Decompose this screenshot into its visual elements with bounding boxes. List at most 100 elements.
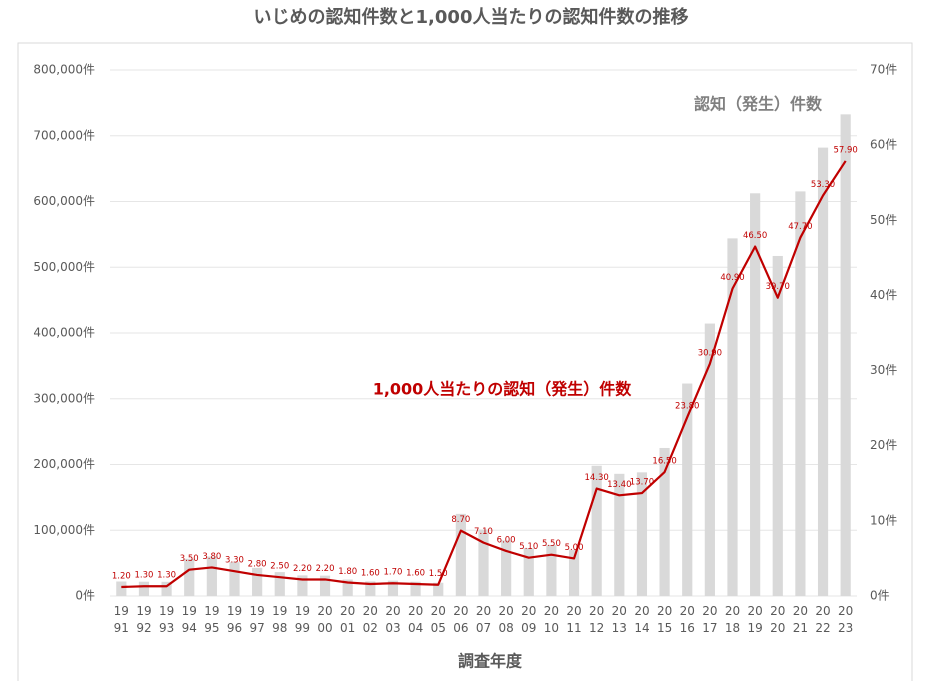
data-label: 3.80 — [202, 552, 221, 562]
data-label: 2.50 — [270, 562, 289, 572]
x-axis-title: 調査年度 — [458, 652, 523, 671]
x-tick-label: 19 96 — [227, 604, 242, 635]
x-tick-label: 20 00 — [317, 604, 332, 635]
x-tick-label: 20 15 — [657, 604, 672, 635]
data-label: 47.70 — [788, 222, 812, 232]
bar — [297, 575, 308, 596]
bar — [546, 544, 557, 596]
x-tick-label: 19 93 — [159, 604, 174, 635]
bar — [478, 529, 489, 596]
y2-tick-label: 10件 — [870, 513, 897, 527]
bar — [523, 548, 534, 596]
x-tick-label: 20 22 — [815, 604, 830, 635]
line-series-label: 1,000人当たりの認知（発生）件数 — [373, 380, 633, 399]
data-label: 1.50 — [429, 569, 448, 579]
y2-tick-label: 20件 — [870, 438, 897, 452]
bar — [501, 540, 512, 596]
x-tick-label: 20 06 — [453, 604, 468, 635]
data-label: 46.50 — [743, 231, 767, 241]
data-label: 6.00 — [497, 535, 516, 545]
x-tick-label: 20 03 — [385, 604, 400, 635]
x-tick-label: 20 23 — [838, 604, 853, 635]
y-tick-label: 300,000件 — [33, 391, 95, 405]
x-tick-label: 20 16 — [680, 604, 695, 635]
data-label: 13.40 — [607, 480, 631, 490]
y-tick-label: 600,000件 — [33, 194, 95, 208]
bar — [659, 447, 670, 596]
bar — [727, 238, 738, 596]
bar — [568, 549, 580, 596]
x-tick-label: 20 10 — [544, 604, 559, 635]
bar — [116, 581, 127, 596]
bar — [229, 562, 240, 596]
y2-tick-label: 0件 — [870, 589, 890, 603]
bar — [795, 191, 806, 596]
y-tick-label: 500,000件 — [33, 260, 95, 274]
x-tick-label: 20 21 — [793, 604, 808, 635]
data-label: 40.90 — [720, 273, 744, 283]
x-tick-label: 20 12 — [589, 604, 604, 635]
bar — [772, 255, 783, 596]
data-label: 5.10 — [519, 542, 538, 552]
data-label: 1.60 — [361, 568, 380, 578]
bar — [591, 465, 602, 596]
bar — [387, 580, 399, 596]
data-label: 57.90 — [834, 145, 858, 155]
data-label: 16.50 — [652, 457, 676, 467]
x-tick-label: 19 94 — [182, 604, 197, 635]
bar — [433, 582, 444, 596]
x-tick-label: 20 19 — [747, 604, 762, 635]
data-label: 1.30 — [134, 571, 153, 581]
line — [121, 160, 847, 589]
data-label: 39.70 — [766, 282, 790, 292]
bar — [636, 472, 648, 596]
data-label: 3.50 — [180, 554, 199, 564]
y-tick-label: 100,000件 — [33, 523, 95, 537]
x-tick-label: 20 17 — [702, 604, 717, 635]
x-tick-label: 19 97 — [249, 604, 264, 635]
data-label: 13.70 — [630, 478, 654, 488]
x-tick-label: 19 92 — [136, 604, 151, 635]
bar — [184, 558, 195, 596]
data-label: 3.30 — [225, 556, 244, 566]
data-label: 8.70 — [451, 515, 470, 525]
y-tick-label: 200,000件 — [33, 457, 95, 471]
x-tick-label: 20 07 — [476, 604, 491, 635]
x-tick-label: 20 20 — [770, 604, 785, 635]
data-label: 23.80 — [675, 402, 699, 412]
x-tick-label: 19 99 — [295, 604, 310, 635]
bar — [455, 513, 466, 596]
bar — [817, 147, 829, 596]
y2-tick-label: 50件 — [870, 213, 897, 227]
y-tick-label: 400,000件 — [33, 326, 95, 340]
chart-title: いじめの認知件数と1,000人当たりの認知件数の推移 — [254, 6, 689, 28]
bar — [274, 572, 285, 596]
x-tick-label: 20 02 — [363, 604, 378, 635]
data-label: 1.60 — [406, 568, 425, 578]
data-label: 1.30 — [157, 571, 176, 581]
y2-tick-label: 60件 — [870, 138, 897, 152]
x-tick-label: 20 08 — [498, 604, 513, 635]
x-tick-label: 20 04 — [408, 604, 423, 635]
bar — [365, 581, 376, 596]
data-label: 7.10 — [474, 527, 493, 537]
y2-tick-label: 30件 — [870, 363, 897, 377]
data-label: 14.30 — [585, 473, 609, 483]
data-label: 1.20 — [112, 571, 131, 581]
x-tick-label: 20 13 — [612, 604, 627, 635]
x-tick-label: 19 95 — [204, 604, 219, 635]
data-label: 2.20 — [316, 564, 335, 574]
bar — [750, 193, 761, 596]
x-tick-label: 20 01 — [340, 604, 355, 635]
data-label: 1.80 — [338, 567, 357, 577]
bar — [840, 114, 851, 596]
bar — [252, 567, 263, 596]
bar — [614, 473, 625, 596]
x-tick-label: 20 11 — [566, 604, 581, 635]
x-tick-label: 20 14 — [634, 604, 649, 635]
bar — [682, 383, 693, 596]
bar — [342, 579, 353, 596]
data-label: 5.00 — [565, 543, 584, 553]
x-tick-label: 19 91 — [114, 604, 129, 635]
